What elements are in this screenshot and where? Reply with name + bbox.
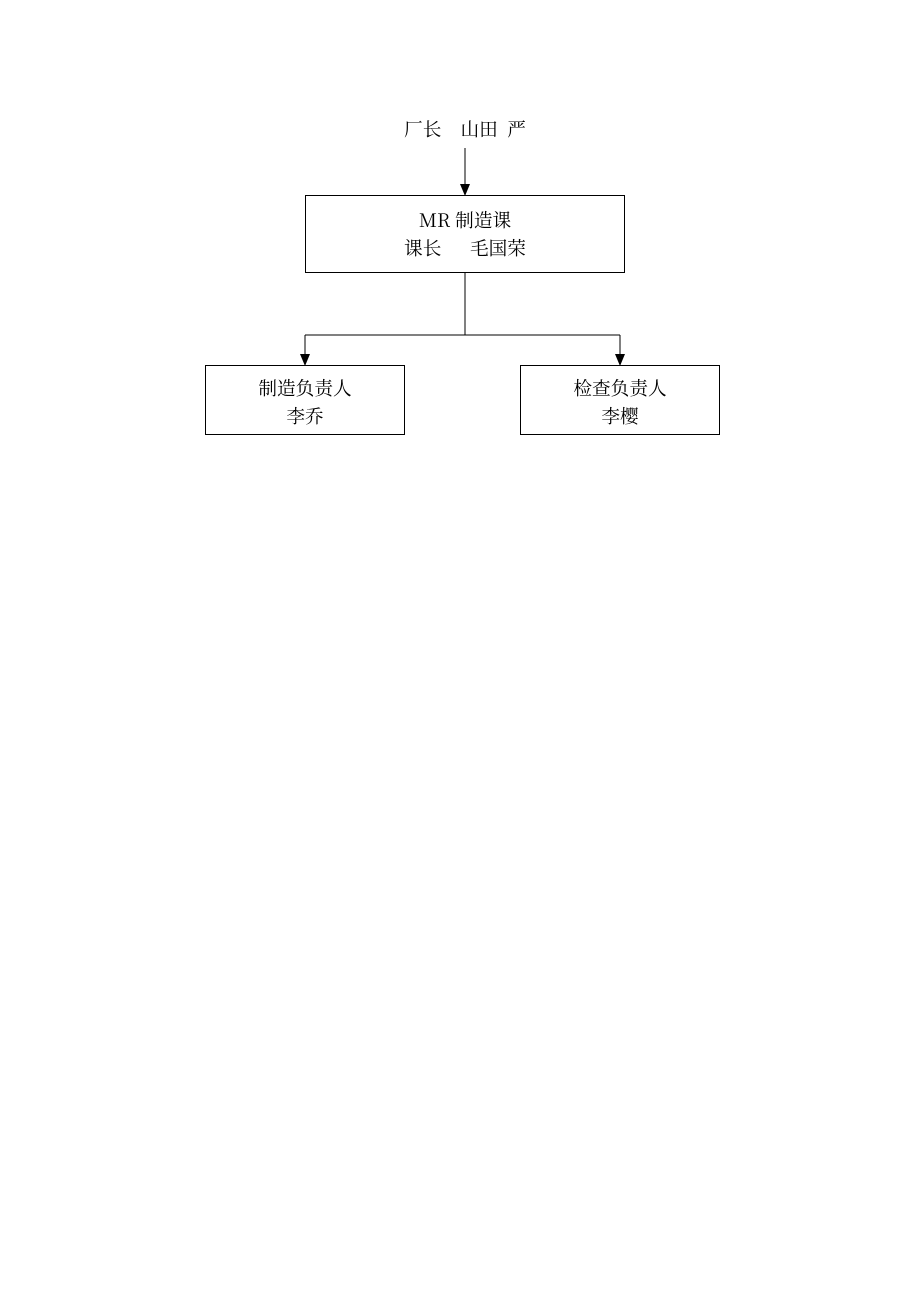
node-mfg-lead-line2: 李乔: [206, 402, 404, 430]
node-director-line1: 厂长 山田 严: [335, 115, 595, 143]
node-mfg-lead: 制造负责人李乔: [205, 365, 405, 435]
node-insp-lead: 检查负责人李樱: [520, 365, 720, 435]
node-mr-dept-line2: 课长 毛国荣: [306, 234, 624, 262]
node-mr-dept: MR 制造课课长 毛国荣: [305, 195, 625, 273]
node-mfg-lead-line1: 制造负责人: [206, 374, 404, 402]
org-chart-canvas: 厂长 山田 严 MR 制造课课长 毛国荣制造负责人李乔 检查负责人李樱: [0, 0, 920, 1302]
node-mr-dept-line1: MR 制造课: [306, 206, 624, 234]
node-insp-lead-line1: 检查负责人: [521, 374, 719, 402]
node-insp-lead-line2: 李樱: [521, 402, 719, 430]
node-director: 厂长 山田 严: [335, 115, 595, 145]
